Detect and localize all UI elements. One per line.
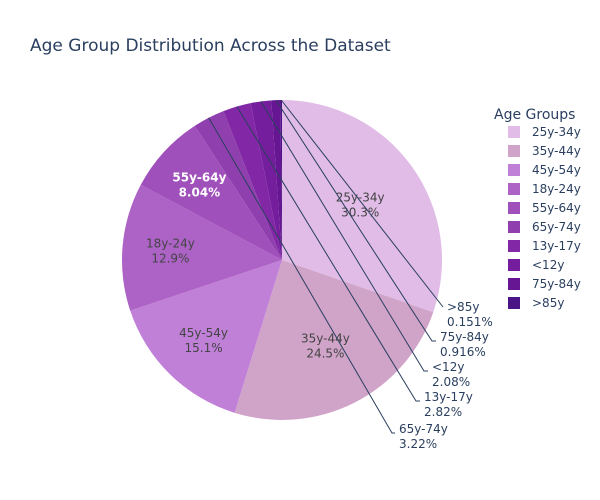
legend-label: 35y-44y [532,144,581,158]
legend-item-55y-64y[interactable]: 55y-64y [508,201,581,215]
legend: Age Groups 25y-34y 35y-44y 45y-54y 18y-24y 5… [494,107,581,310]
slice-name: 13y-17y [424,390,473,404]
outside-labels-group: 65y-74y 3.22%13y-17y 2.82%<12y 2.08%75y-84y… [208,99,493,451]
pie-slice-25y-34y[interactable] [282,100,443,313]
legend-item-13y-17y[interactable]: 13y-17y [508,239,581,253]
legend-item-45y-54y[interactable]: 45y-54y [508,163,581,177]
slice-label-25y-34y: 25y-34y 30.3% [336,190,385,219]
chart-title: Age Group Distribution Across the Datase… [30,36,391,56]
legend-label: 65y-74y [532,220,581,234]
legend-label: 75y-84y [532,277,581,291]
leader-line-75y-84y [275,99,436,342]
outside-label-13y-17y: 13y-17y 2.82% [424,390,473,419]
slice-percent: 0.151% [447,315,493,329]
legend-label: >85y [532,296,564,310]
slice-name: 25y-34y [336,190,385,204]
legend-swatch [508,221,520,233]
slices-group [121,100,443,420]
legend-swatch [508,164,520,176]
legend-item-25y-34y[interactable]: 25y-34y [508,125,581,139]
legend-swatch [508,202,520,214]
inside-labels-group: 25y-34y 30.3% 35y-44y 24.5% 45y-54y 15.1% 18y-… [146,170,385,360]
pie-slice-18y-24y[interactable] [121,184,282,311]
legend-item-75y-84y[interactable]: 75y-84y [508,277,581,291]
slice-percent: 3.22% [399,437,437,451]
pie-slice-35y-44y[interactable] [234,260,434,420]
slice-percent: 0.916% [440,345,486,359]
slice-percent: 30.3% [341,205,379,219]
legend-item-18y-24y[interactable]: 18y-24y [508,182,581,196]
legend-label: 25y-34y [532,125,581,139]
leader-line-over-85y [280,99,444,308]
legend-label: 18y-24y [532,182,581,196]
slice-name: 35y-44y [301,332,350,346]
legend-swatch [508,297,520,309]
slice-percent: 15.1% [185,341,223,355]
slice-name: 45y-54y [179,326,228,340]
legend-label: <12y [532,258,564,272]
legend-item-65y-74y[interactable]: 65y-74y [508,220,581,234]
legend-swatch [508,278,520,290]
legend-swatch [508,259,520,271]
slice-name: >85y [447,300,479,314]
slice-name: 55y-64y [172,170,226,184]
pie-slice-65y-74y[interactable] [194,111,282,260]
legend-title: Age Groups [494,107,575,123]
legend-label: 13y-17y [532,239,581,253]
pie-slice-55y-64y[interactable] [140,125,282,260]
legend-swatch [508,240,520,252]
slice-label-55y-64y: 55y-64y 8.04% [172,170,226,199]
slice-percent: 2.82% [424,405,462,419]
slice-percent: 8.04% [179,185,221,199]
leader-line-65y-74y [208,117,395,434]
pie-slice-75y-84y[interactable] [271,100,282,260]
legend-swatch [508,145,520,157]
pie-slice-under-12y[interactable] [250,100,282,260]
slice-percent: 2.08% [432,375,470,389]
legend-item-over-85y[interactable]: >85y [508,296,564,310]
outside-label-75y-84y: 75y-84y 0.916% [440,330,489,359]
slice-percent: 24.5% [306,347,344,361]
leader-line-under-12y [260,101,428,372]
legend-item-under-12y[interactable]: <12y [508,258,564,272]
slice-name: <12y [432,360,464,374]
slice-label-35y-44y: 35y-44y 24.5% [301,332,350,361]
slice-label-45y-54y: 45y-54y 15.1% [179,326,228,355]
outside-label-under-12y: <12y 2.08% [432,360,470,389]
outside-label-over-85y: >85y 0.151% [447,300,493,329]
pie-slice-13y-17y[interactable] [223,103,282,261]
slice-name: 75y-84y [440,330,489,344]
legend-swatch [508,126,520,138]
pie-slice-45y-54y[interactable] [130,260,282,413]
leader-line-13y-17y [236,106,420,402]
slice-label-18y-24y: 18y-24y 12.9% [146,237,195,266]
legend-label: 45y-54y [532,163,581,177]
legend-label: 55y-64y [532,201,581,215]
slice-name: 65y-74y [399,422,448,436]
slice-name: 18y-24y [146,237,195,251]
slice-percent: 12.9% [151,252,189,266]
legend-item-35y-44y[interactable]: 35y-44y [508,144,581,158]
legend-swatch [508,183,520,195]
outside-label-65y-74y: 65y-74y 3.22% [399,422,448,451]
